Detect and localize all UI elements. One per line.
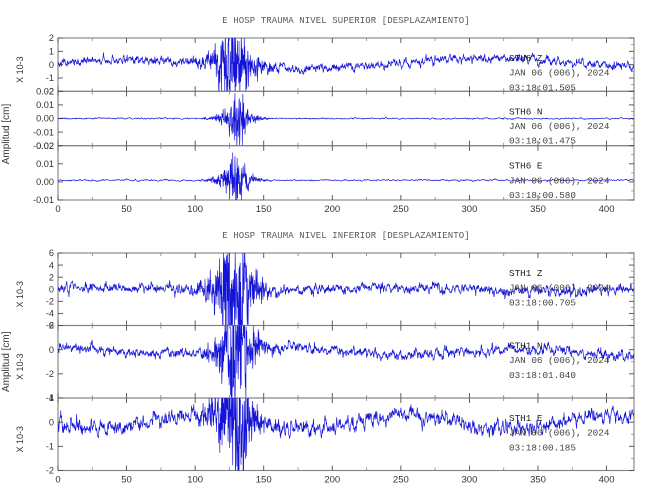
svg-text:-0.01: -0.01: [33, 195, 54, 205]
svg-text:JAN 06 (006), 2024: JAN 06 (006), 2024: [509, 68, 610, 79]
svg-text:-4: -4: [46, 309, 54, 319]
svg-text:0: 0: [55, 475, 60, 486]
svg-text:350: 350: [530, 475, 546, 486]
svg-text:100: 100: [187, 204, 203, 215]
svg-text:200: 200: [324, 475, 340, 486]
svg-text:0.01: 0.01: [36, 159, 54, 169]
svg-text:6: 6: [49, 248, 54, 258]
svg-text:-1: -1: [46, 73, 54, 83]
svg-text:03:18:01.040: 03:18:01.040: [509, 370, 576, 381]
svg-text:0: 0: [49, 417, 54, 427]
svg-text:X 10-3: X 10-3: [15, 353, 25, 380]
svg-text:0: 0: [49, 60, 54, 70]
svg-text:E HOSP TRAUMA NIVEL SUPERIOR [: E HOSP TRAUMA NIVEL SUPERIOR [DESPLAZAMI…: [222, 16, 470, 26]
svg-text:0.01: 0.01: [36, 100, 54, 110]
svg-text:STH1 N: STH1 N: [509, 341, 542, 352]
svg-text:400: 400: [599, 475, 615, 486]
svg-text:0: 0: [49, 345, 54, 355]
svg-text:250: 250: [393, 475, 409, 486]
svg-text:E HOSP TRAUMA NIVEL INFERIOR [: E HOSP TRAUMA NIVEL INFERIOR [DESPLAZAMI…: [222, 231, 470, 241]
svg-text:0.02: 0.02: [36, 141, 54, 151]
svg-text:03:18:00.185: 03:18:00.185: [509, 442, 576, 453]
svg-text:-2: -2: [46, 369, 54, 379]
svg-text:03:18:00.705: 03:18:00.705: [509, 297, 576, 308]
svg-text:4: 4: [49, 260, 54, 270]
svg-text:X 10-3: X 10-3: [15, 426, 25, 453]
svg-text:JAN 06 (006), 2024: JAN 06 (006), 2024: [509, 355, 610, 366]
svg-text:X 10-3: X 10-3: [15, 281, 25, 308]
svg-text:2: 2: [49, 33, 54, 43]
svg-text:STH6 E: STH6 E: [509, 161, 543, 172]
svg-text:-1: -1: [46, 442, 54, 452]
svg-text:0.00: 0.00: [36, 114, 54, 124]
svg-text:JAN 06 (006), 2024: JAN 06 (006), 2024: [509, 283, 610, 294]
svg-text:Amplitud [cm]: Amplitud [cm]: [1, 331, 12, 392]
svg-text:-2: -2: [46, 466, 54, 476]
svg-text:JAN 06 (006), 2024: JAN 06 (006), 2024: [509, 121, 610, 132]
svg-text:200: 200: [324, 204, 340, 215]
svg-text:-2: -2: [46, 297, 54, 307]
svg-text:50: 50: [121, 204, 132, 215]
svg-text:2: 2: [49, 321, 54, 331]
svg-text:03:18:01.475: 03:18:01.475: [509, 136, 576, 147]
svg-text:50: 50: [121, 475, 132, 486]
svg-text:100: 100: [187, 475, 203, 486]
svg-text:-0.01: -0.01: [33, 127, 54, 137]
svg-text:STH6 N: STH6 N: [509, 106, 542, 117]
svg-text:0: 0: [55, 204, 60, 215]
svg-text:03:18:00.580: 03:18:00.580: [509, 190, 576, 201]
svg-text:0.00: 0.00: [36, 177, 54, 187]
svg-text:2: 2: [49, 272, 54, 282]
svg-text:Amplitud [cm]: Amplitud [cm]: [1, 103, 12, 164]
svg-text:X 10-3: X 10-3: [15, 56, 25, 83]
svg-text:350: 350: [530, 204, 546, 215]
svg-text:1: 1: [49, 393, 54, 403]
svg-text:0: 0: [49, 284, 54, 294]
svg-text:JAN 06 (006), 2024: JAN 06 (006), 2024: [509, 428, 610, 439]
svg-text:150: 150: [256, 475, 272, 486]
svg-text:STH1 E: STH1 E: [509, 413, 543, 424]
svg-text:300: 300: [462, 204, 478, 215]
svg-text:250: 250: [393, 204, 409, 215]
svg-text:400: 400: [599, 204, 615, 215]
svg-text:300: 300: [462, 475, 478, 486]
svg-text:STH1 Z: STH1 Z: [509, 268, 543, 279]
svg-text:150: 150: [256, 204, 272, 215]
svg-text:STH6 Z: STH6 Z: [509, 53, 543, 64]
svg-text:1: 1: [49, 47, 54, 57]
svg-text:JAN 06 (006), 2024: JAN 06 (006), 2024: [509, 175, 610, 186]
svg-text:0.02: 0.02: [36, 87, 54, 97]
